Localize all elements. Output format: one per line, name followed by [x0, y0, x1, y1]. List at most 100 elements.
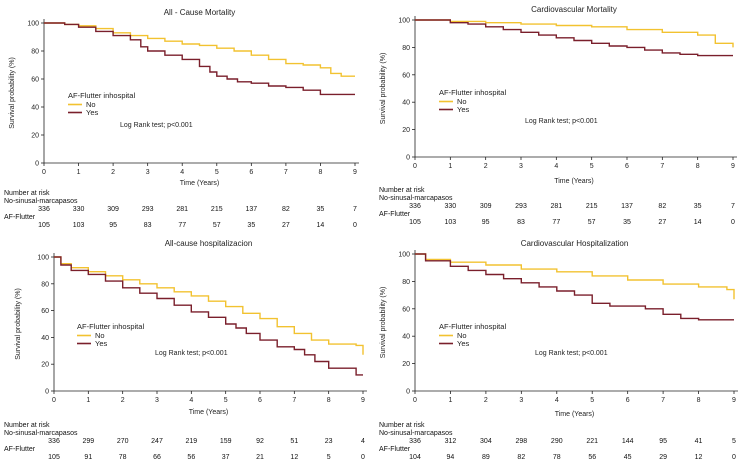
x-tick-label: 6 [249, 169, 253, 176]
risk-count: 215 [210, 206, 223, 213]
chart-svg: All - Cause Mortality 0 20 40 60 80 100 0 1 2 3 4 5 6… [9, 8, 359, 187]
y-tick-label: 20 [31, 133, 39, 140]
y-tick-label: 0 [406, 389, 410, 396]
series-line-no [415, 19, 734, 48]
risk-count: 27 [658, 219, 667, 226]
y-tick-label: 100 [398, 18, 410, 25]
risk-count: 105 [409, 219, 421, 226]
x-tick-label: 9 [361, 397, 365, 404]
risk-count: 14 [693, 219, 702, 226]
risk-count: 56 [187, 454, 196, 461]
y-tick-label: 40 [402, 100, 410, 107]
risk-count: 298 [515, 438, 528, 445]
y-axis-label: Survival probability (%) [9, 57, 16, 129]
x-tick-label: 8 [327, 397, 331, 404]
legend-label: Yes [95, 339, 107, 348]
x-tick-label: 1 [77, 169, 81, 176]
risk-count: 41 [694, 438, 703, 445]
risk-count: 56 [588, 454, 597, 461]
log-rank-annotation: Log Rank test; p<0.001 [525, 118, 598, 125]
legend-label: Yes [457, 105, 469, 114]
risk-count: 66 [153, 454, 161, 461]
x-tick-label: 7 [292, 397, 296, 404]
risk-count: 5 [732, 438, 736, 445]
risk-count: 0 [732, 454, 736, 461]
x-tick-label: 3 [519, 397, 523, 404]
x-tick-label: 4 [555, 397, 559, 404]
risk-count: 37 [221, 454, 230, 461]
x-tick-label: 4 [180, 169, 184, 176]
y-tick-label: 100 [398, 252, 410, 259]
x-tick-label: 2 [121, 397, 125, 404]
risk-count: 219 [185, 438, 198, 445]
x-tick-label: 0 [413, 163, 417, 170]
y-axis-label: Survival probability (%) [380, 53, 387, 125]
y-tick-label: 80 [41, 281, 49, 288]
chart-all-cause-mortality: All - Cause Mortality 0 20 40 60 80 100 0 1 2 3 4 5 6… [0, 0, 375, 234]
legend-label: Yes [457, 339, 469, 348]
risk-count: 4 [361, 438, 365, 445]
x-tick-label: 6 [626, 397, 630, 404]
x-tick-label: 9 [731, 163, 735, 170]
risk-count: 215 [585, 203, 598, 210]
x-tick-label: 7 [660, 163, 664, 170]
risk-count: 94 [446, 454, 455, 461]
series-line-no [54, 256, 364, 355]
risk-count: 29 [659, 454, 667, 461]
x-tick-label: 1 [448, 163, 452, 170]
axis-lines [414, 16, 737, 158]
risk-count: 21 [256, 454, 264, 461]
risk-count: 312 [444, 438, 457, 445]
x-tick-label: 8 [696, 163, 700, 170]
legend-label: Yes [86, 108, 98, 117]
risk-count: 293 [515, 203, 527, 210]
risk-count: 304 [480, 438, 492, 445]
risk-count: 159 [219, 438, 232, 445]
risk-count: 281 [550, 203, 563, 210]
risk-count: 95 [659, 438, 667, 445]
risk-count: 221 [586, 438, 599, 445]
risk-table-header: Number at risk [4, 422, 50, 429]
risk-count: 35 [316, 206, 325, 213]
x-tick-label: 7 [284, 169, 288, 176]
risk-group-label: No-sinusal-marcapasos [379, 430, 453, 437]
risk-count: 299 [82, 438, 95, 445]
x-axis-label: Time (Years) [180, 180, 220, 187]
risk-count: 309 [479, 203, 492, 210]
x-tick-label: 6 [625, 163, 629, 170]
chart-cardiovascular-hospitalization: Cardiovascular Hospitalization 0 20 40 60 80 1… [375, 234, 750, 469]
risk-count: 14 [316, 222, 325, 229]
log-rank-annotation: Log Rank test; p<0.001 [535, 350, 608, 357]
y-tick-label: 40 [41, 335, 49, 342]
series-line-yes [54, 256, 363, 376]
series-line-yes [415, 19, 733, 57]
chart-svg: Cardiovascular Mortality 0 20 40 60 80 100 0 1 2 3… [380, 5, 737, 185]
legend-label: No [95, 331, 105, 340]
risk-count: 105 [38, 222, 50, 229]
risk-count: 82 [658, 203, 667, 210]
chart-title: All - Cause Mortality [164, 8, 236, 17]
x-tick-label: 6 [258, 397, 262, 404]
risk-count: 77 [552, 219, 561, 226]
x-tick-label: 3 [155, 397, 159, 404]
risk-group-label: No-sinusal-marcapasos [379, 195, 453, 202]
risk-count: 95 [481, 219, 490, 226]
x-tick-label: 5 [590, 163, 594, 170]
y-tick-label: 60 [31, 77, 39, 84]
y-tick-label: 0 [45, 389, 49, 396]
risk-count: 137 [245, 206, 258, 213]
y-tick-label: 40 [402, 334, 410, 341]
y-tick-label: 20 [402, 127, 410, 134]
risk-count: 0 [361, 454, 365, 461]
y-tick-label: 60 [41, 308, 49, 315]
log-rank-annotation: Log Rank test; p<0.001 [155, 350, 228, 357]
y-tick-label: 0 [406, 155, 410, 162]
y-tick-label: 0 [35, 161, 39, 168]
risk-count: 144 [621, 438, 634, 445]
risk-count: 105 [48, 454, 60, 461]
log-rank-annotation: Log Rank test; p<0.001 [120, 122, 193, 129]
y-tick-label: 80 [31, 49, 39, 56]
x-tick-label: 8 [318, 169, 322, 176]
risk-count: 92 [256, 438, 264, 445]
risk-count: 336 [409, 438, 421, 445]
